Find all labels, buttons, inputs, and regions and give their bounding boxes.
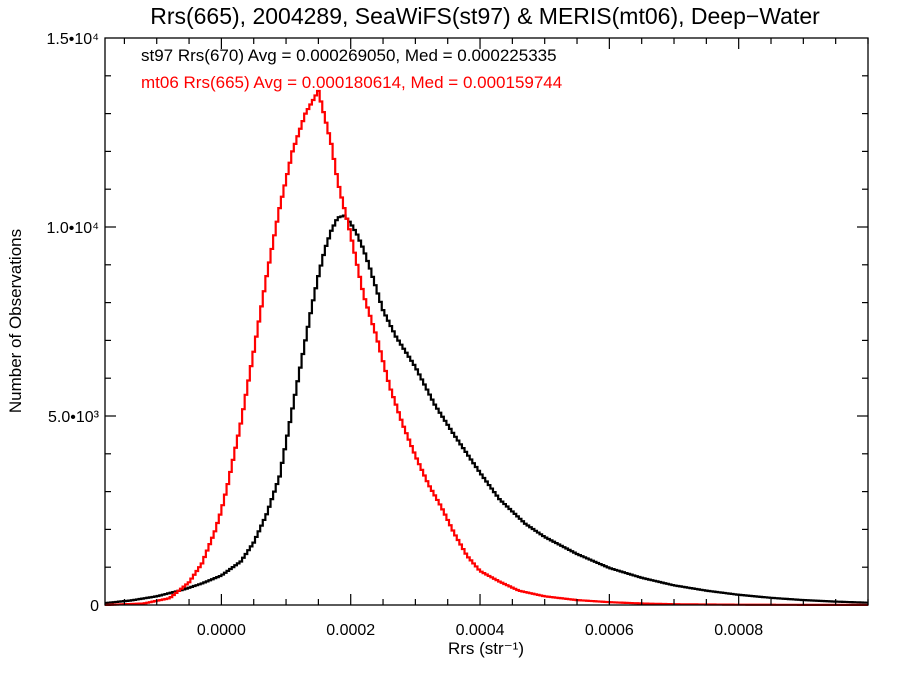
y-tick-label: 1.5•10⁴ — [46, 31, 99, 48]
y-tick-label: 5.0•10³ — [48, 409, 100, 426]
chart-title: Rrs(665), 2004289, SeaWiFS(st97) & MERIS… — [150, 3, 820, 29]
x-tick-label: 0.0000 — [197, 622, 246, 639]
annotation-1: st97 Rrs(670) Avg = 0.000269050, Med = 0… — [141, 46, 557, 65]
x-axis-label: Rrs (str⁻¹) — [448, 639, 524, 658]
annotation-2: mt06 Rrs(665) Avg = 0.000180614, Med = 0… — [141, 73, 562, 92]
axis-ticks: 0.0000 0.0002 0.0004 0.0006 0.0008 0 5.0•10³ 1.… — [46, 31, 869, 639]
annotation-group: st97 Rrs(670) Avg = 0.000269050, Med = 0… — [141, 46, 562, 92]
y-tick-label: 1.0•10⁴ — [46, 220, 99, 237]
x-tick-label: 0.0008 — [714, 622, 763, 639]
x-tick-label: 0.0002 — [326, 622, 375, 639]
series-line-1 — [105, 214, 868, 605]
x-tick-label: 0.0004 — [456, 622, 505, 639]
x-tick-label: 0.0006 — [585, 622, 634, 639]
y-tick-label: 0 — [90, 598, 99, 615]
plot-frame — [104, 37, 869, 606]
y-axis-label: Number of Observations — [6, 229, 25, 413]
